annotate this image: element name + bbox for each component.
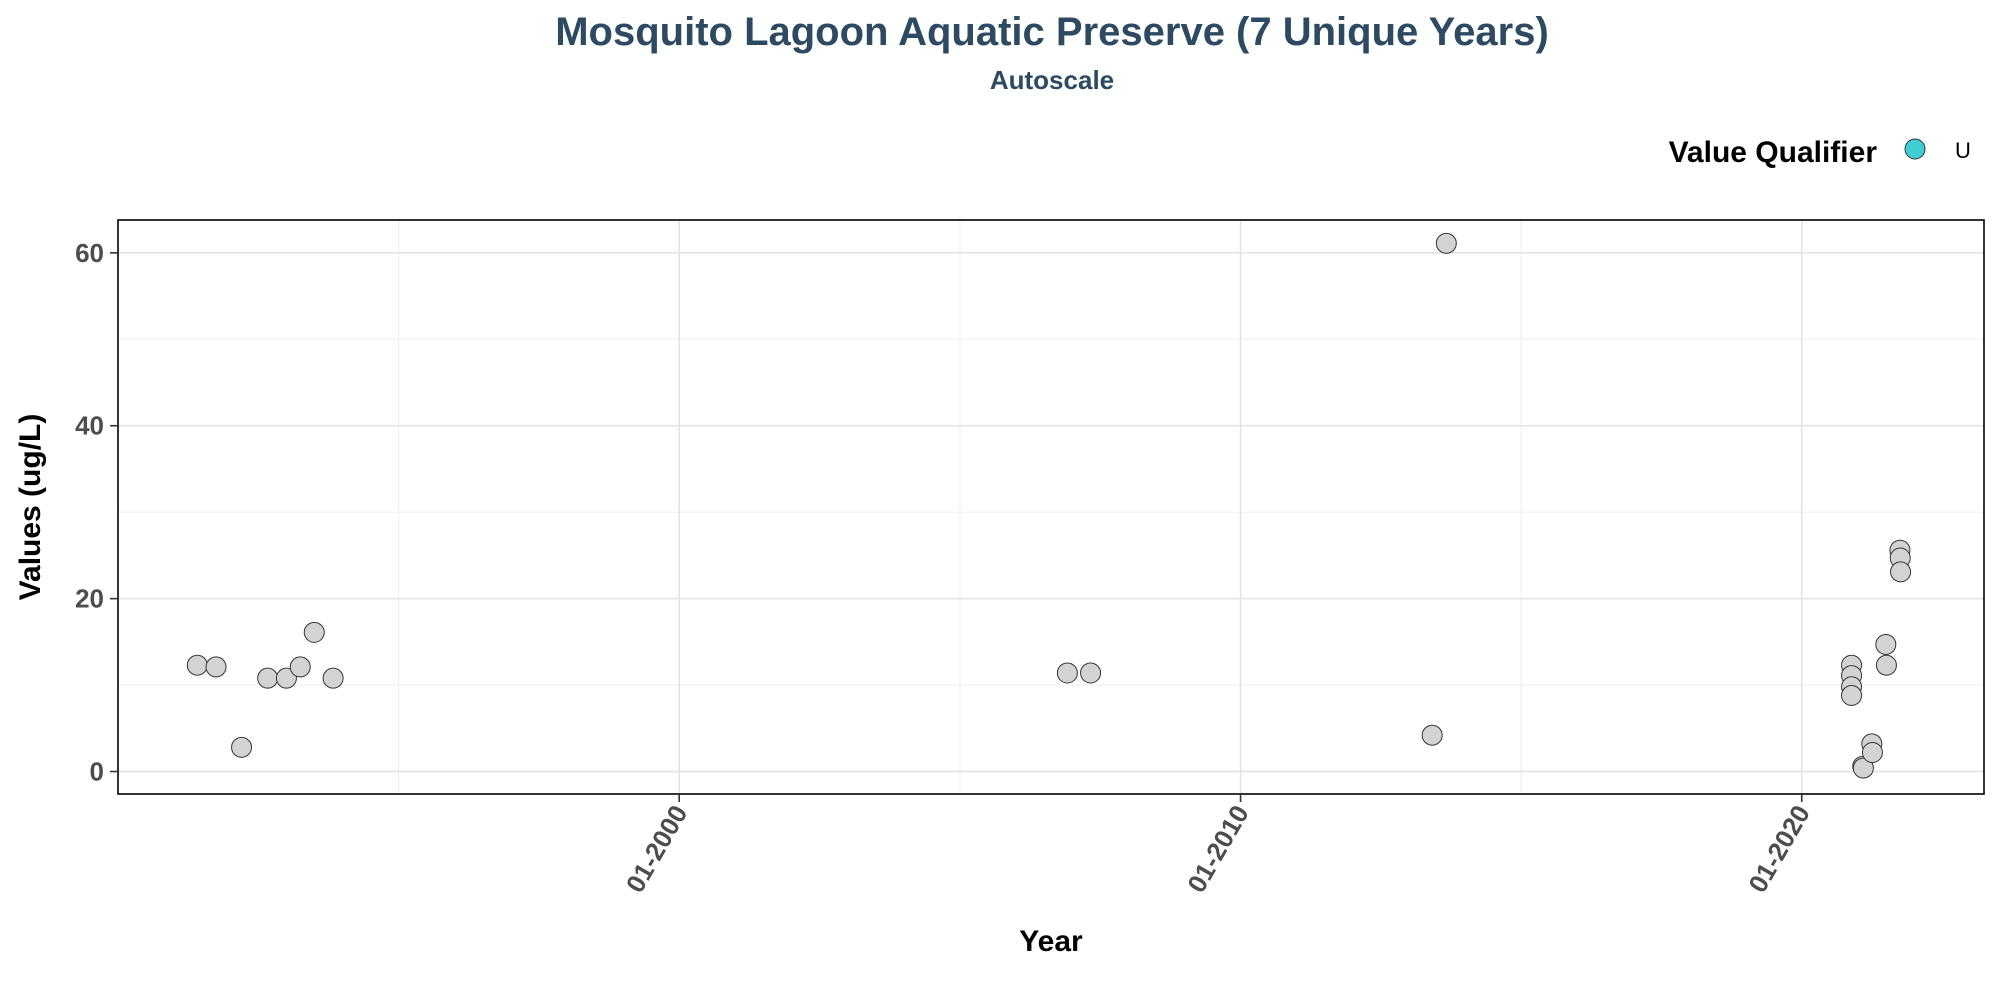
chart-subtitle: Autoscale <box>990 65 1114 95</box>
data-points <box>186 232 1912 779</box>
data-point <box>257 667 279 689</box>
y-axis-title: Values (ug/L) <box>14 414 47 601</box>
y-tick-label: 60 <box>75 238 104 268</box>
legend: Value Qualifier U <box>1669 136 1971 169</box>
data-point <box>1056 662 1078 684</box>
data-point <box>1890 561 1912 583</box>
x-tick-label: 01-2010 <box>1181 800 1255 898</box>
y-tick-label: 40 <box>75 411 104 441</box>
data-point <box>1875 633 1897 655</box>
data-point <box>205 656 227 678</box>
legend-swatch-u <box>1904 138 1926 160</box>
data-point <box>1080 662 1102 684</box>
data-point <box>289 656 311 678</box>
data-point <box>186 654 208 676</box>
axis-ticks: 0 20 40 60 01-2000 01-2010 01-2020 <box>75 238 1816 898</box>
x-axis-title: Year <box>1019 925 1083 958</box>
data-point <box>1421 724 1443 746</box>
y-tick-label: 20 <box>75 584 104 614</box>
chart-title: Mosquito Lagoon Aquatic Preserve (7 Uniq… <box>555 10 1549 54</box>
data-point <box>1841 684 1863 706</box>
grid <box>118 220 1984 794</box>
data-point <box>1861 742 1883 764</box>
data-point <box>231 736 253 758</box>
x-tick-label: 01-2000 <box>620 800 694 898</box>
data-point <box>1875 654 1897 676</box>
legend-label-u: U <box>1955 138 1971 163</box>
data-point <box>322 667 344 689</box>
y-tick-label: 0 <box>90 757 104 787</box>
data-point <box>1852 757 1874 779</box>
data-point <box>275 667 297 689</box>
plot-panel <box>117 219 1985 795</box>
x-tick-label: 01-2020 <box>1742 800 1816 898</box>
data-point <box>1435 232 1457 254</box>
legend-title: Value Qualifier <box>1669 136 1878 169</box>
data-point <box>303 621 325 643</box>
